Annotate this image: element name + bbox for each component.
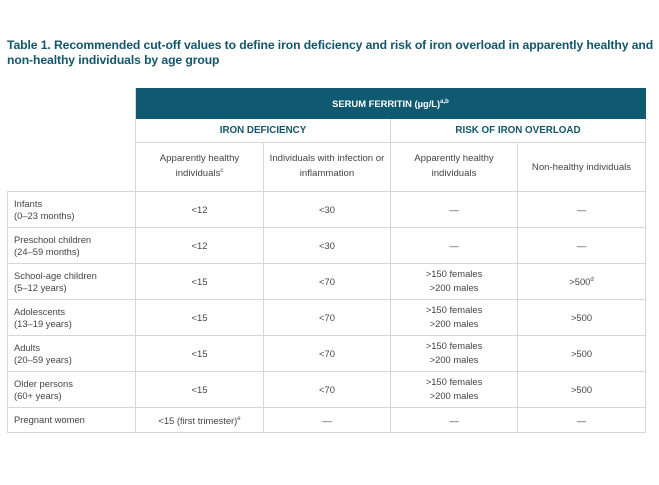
cell-value: <12: [135, 227, 264, 264]
row-label: Pregnant women: [7, 407, 136, 433]
cell-value: >500: [517, 335, 646, 372]
cell-value: —: [390, 191, 518, 228]
table-row: Preschool children (24–59 months) <12 <30— —: [7, 227, 646, 264]
subheader-1: Individuals with infection or inflammati…: [263, 142, 391, 192]
row-label: Adolescents (13–19 years): [7, 299, 136, 336]
row-label: Preschool children (24–59 months): [7, 227, 136, 264]
table-row: Adults (20–59 years) <15 <70 >150 females >2…: [7, 335, 646, 372]
cell-value: <70: [263, 299, 391, 336]
cell-value: >150 females >200 males: [390, 371, 518, 408]
cell-value: >150 females >200 males: [390, 299, 518, 336]
cell-value: <30: [263, 227, 391, 264]
table-row: Adolescents (13–19 years) <15 <70 >150 femal…: [7, 299, 646, 336]
iron-deficiency-header: IRON DEFICIENCY: [135, 118, 391, 143]
subheader-0: Apparently healthy individualsc: [135, 142, 264, 192]
cell-value: >500d: [517, 263, 646, 300]
table-row: Infants (0–23 months) <12 <30— —: [7, 191, 646, 228]
iron-overload-header: RISK OF IRON OVERLOAD: [390, 118, 646, 143]
cell-value: —: [517, 407, 646, 433]
cell-value: >500: [517, 371, 646, 408]
cell-value: —: [390, 407, 518, 433]
table-row: School-age children (5–12 years) <15 <70 >15…: [7, 263, 646, 300]
serum-ferritin-header: SERUM FERRITIN (µg/L)a,b: [135, 88, 646, 119]
table-row: Older persons (60+ years) <15 <70 >150 femal…: [7, 371, 646, 408]
cell-value: >500: [517, 299, 646, 336]
table-row: Pregnant women <15 (first trimester)e — — —: [7, 407, 646, 433]
cell-value: —: [390, 227, 518, 264]
cell-value: >150 females >200 males: [390, 335, 518, 372]
cell-value: <15: [135, 299, 264, 336]
subheader-3: Non-healthy individuals: [517, 142, 646, 192]
table-title: Table 1. Recommended cut-off values to d…: [7, 38, 654, 67]
cell-value: <15: [135, 335, 264, 372]
cell-value: <15: [135, 371, 264, 408]
row-label: School-age children (5–12 years): [7, 263, 136, 300]
cell-value: <15 (first trimester)e: [135, 407, 264, 433]
cell-value: <70: [263, 335, 391, 372]
cell-value: <70: [263, 263, 391, 300]
cell-value: >150 females >200 males: [390, 263, 518, 300]
row-label: Older persons (60+ years): [7, 371, 136, 408]
cell-value: <12: [135, 191, 264, 228]
cell-value: <30: [263, 191, 391, 228]
row-label: Infants (0–23 months): [7, 191, 136, 228]
cell-value: —: [263, 407, 391, 433]
cell-value: —: [517, 227, 646, 264]
cell-value: <15: [135, 263, 264, 300]
serum-ferritin-table: SERUM FERRITIN (µg/L)a,b IRON DEFICIENCY…: [7, 88, 646, 433]
cell-value: <70: [263, 371, 391, 408]
cell-value: —: [517, 191, 646, 228]
empty-corner: [7, 88, 136, 119]
row-label: Adults (20–59 years): [7, 335, 136, 372]
subheader-2: Apparently healthy individuals: [390, 142, 518, 192]
